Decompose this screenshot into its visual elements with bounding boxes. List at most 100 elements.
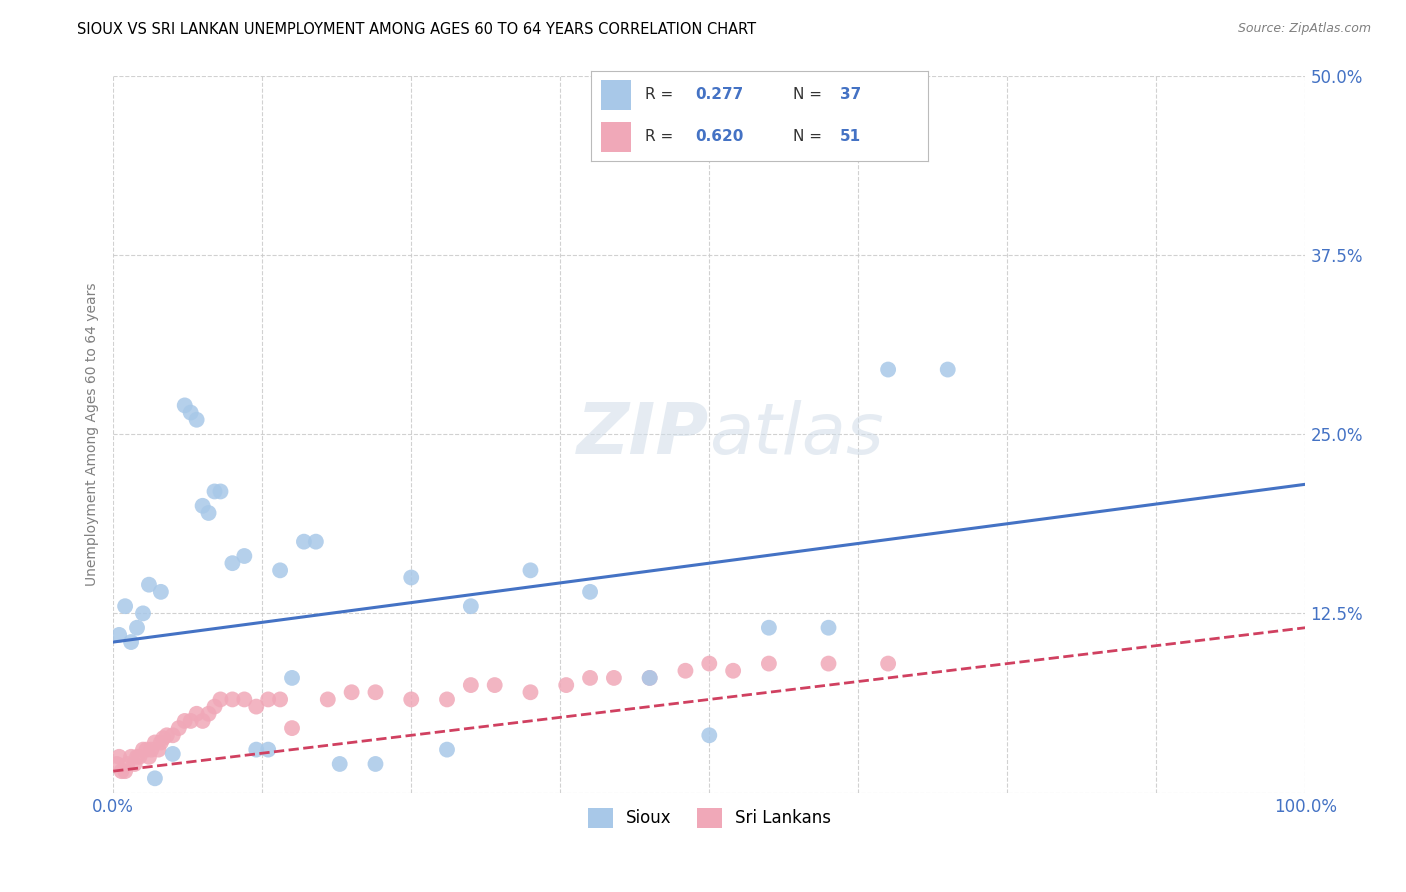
Point	[233, 549, 256, 563]
Point	[519, 563, 541, 577]
Point	[697, 657, 720, 671]
Point	[162, 728, 184, 742]
Point	[148, 742, 170, 756]
Point	[180, 406, 202, 420]
Point	[603, 671, 626, 685]
Point	[936, 362, 959, 376]
Point	[484, 678, 506, 692]
Point	[204, 484, 226, 499]
Point	[138, 749, 160, 764]
Point	[209, 692, 232, 706]
Point	[209, 484, 232, 499]
Point	[105, 756, 128, 771]
Point	[340, 685, 363, 699]
Point	[124, 756, 146, 771]
Point	[579, 671, 602, 685]
Point	[152, 731, 174, 746]
Point	[143, 735, 166, 749]
Point	[638, 671, 661, 685]
Point	[399, 570, 422, 584]
Point	[436, 742, 458, 756]
Text: SIOUX VS SRI LANKAN UNEMPLOYMENT AMONG AGES 60 TO 64 YEARS CORRELATION CHART: SIOUX VS SRI LANKAN UNEMPLOYMENT AMONG A…	[77, 22, 756, 37]
Point	[191, 499, 214, 513]
Text: Source: ZipAtlas.com: Source: ZipAtlas.com	[1237, 22, 1371, 36]
Point	[329, 756, 352, 771]
Point	[877, 657, 900, 671]
Point	[173, 714, 195, 728]
Text: R =: R =	[644, 87, 678, 102]
Legend: Sioux, Sri Lankans: Sioux, Sri Lankans	[581, 801, 838, 835]
Point	[138, 577, 160, 591]
Point	[135, 742, 157, 756]
Point	[675, 664, 697, 678]
Point	[132, 742, 155, 756]
Point	[436, 692, 458, 706]
Text: 51: 51	[841, 128, 862, 144]
Point	[128, 749, 150, 764]
Point	[579, 585, 602, 599]
Point	[257, 692, 280, 706]
Point	[204, 699, 226, 714]
Point	[460, 599, 482, 614]
Point	[143, 772, 166, 786]
FancyBboxPatch shape	[600, 122, 631, 152]
Point	[292, 534, 315, 549]
Point	[245, 699, 267, 714]
Point	[110, 764, 132, 779]
Point	[519, 685, 541, 699]
Text: 0.620: 0.620	[695, 128, 744, 144]
Text: ZIP: ZIP	[576, 400, 709, 468]
Point	[108, 749, 131, 764]
Point	[305, 534, 328, 549]
Point	[281, 721, 304, 735]
Point	[156, 728, 179, 742]
Point	[108, 628, 131, 642]
Point	[186, 706, 208, 721]
Point	[364, 756, 387, 771]
Point	[132, 607, 155, 621]
Point	[197, 506, 219, 520]
Point	[721, 664, 744, 678]
Point	[257, 742, 280, 756]
Point	[697, 728, 720, 742]
Point	[281, 671, 304, 685]
Point	[114, 599, 136, 614]
Point	[114, 764, 136, 779]
Point	[638, 671, 661, 685]
Point	[817, 657, 839, 671]
Y-axis label: Unemployment Among Ages 60 to 64 years: Unemployment Among Ages 60 to 64 years	[86, 283, 100, 586]
Point	[120, 635, 142, 649]
FancyBboxPatch shape	[600, 80, 631, 110]
Point	[197, 706, 219, 721]
Point	[877, 362, 900, 376]
Point	[758, 657, 780, 671]
Point	[555, 678, 578, 692]
Point	[221, 556, 243, 570]
Text: 0.277: 0.277	[695, 87, 744, 102]
Point	[162, 747, 184, 761]
Point	[120, 749, 142, 764]
Point	[817, 621, 839, 635]
Text: N =: N =	[793, 128, 827, 144]
Point	[125, 749, 148, 764]
Point	[758, 621, 780, 635]
Text: atlas: atlas	[709, 400, 884, 468]
Point	[269, 692, 291, 706]
Point	[399, 692, 422, 706]
Text: 37: 37	[841, 87, 862, 102]
Point	[245, 742, 267, 756]
Point	[149, 735, 172, 749]
Point	[180, 714, 202, 728]
Text: N =: N =	[793, 87, 827, 102]
Point	[191, 714, 214, 728]
Point	[173, 398, 195, 412]
Point	[221, 692, 243, 706]
Point	[186, 413, 208, 427]
Point	[117, 756, 139, 771]
Text: R =: R =	[644, 128, 678, 144]
Point	[141, 742, 163, 756]
Point	[125, 621, 148, 635]
Point	[269, 563, 291, 577]
Point	[460, 678, 482, 692]
Point	[316, 692, 339, 706]
